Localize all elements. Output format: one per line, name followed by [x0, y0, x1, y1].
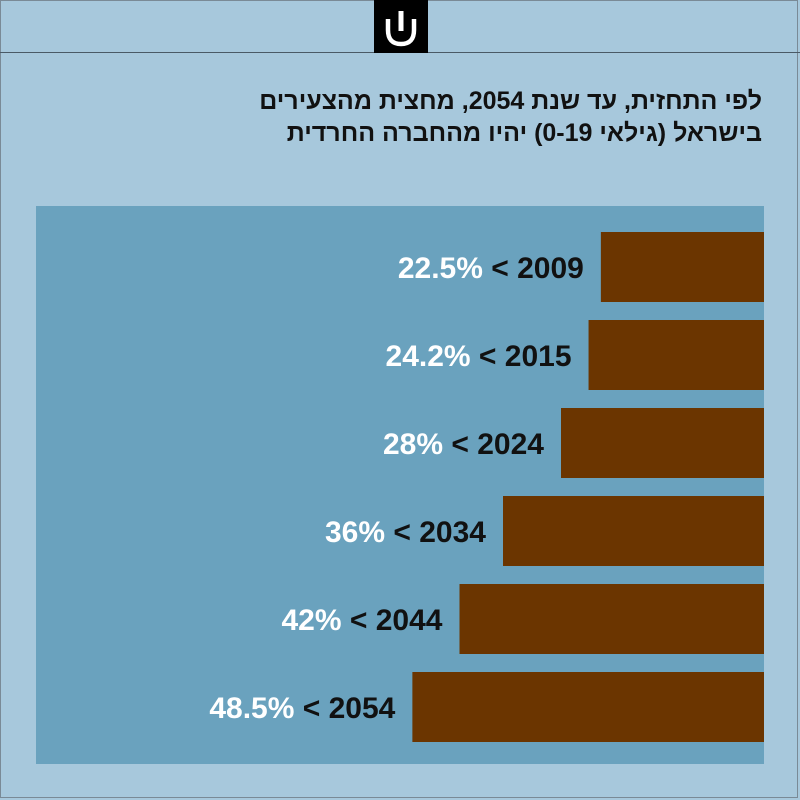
year-label-2024: 2024 — [477, 428, 544, 461]
chart-title-line-2: בישראל (גילאי 0-19) יהיו מהחברה החרדית — [286, 119, 762, 147]
year-label-2044: 2044 — [376, 604, 443, 637]
separator-2024: < — [443, 428, 477, 461]
bar-2009 — [600, 232, 764, 302]
logo-icon — [374, 0, 428, 53]
separator-2044: < — [342, 604, 376, 637]
bar-2054 — [412, 672, 764, 742]
bar-2034 — [503, 496, 764, 566]
bar-2024 — [561, 408, 764, 478]
value-label-2034: 36% — [325, 516, 385, 549]
separator-2015: < — [471, 340, 505, 373]
value-label-2009: 22.5% — [398, 252, 483, 285]
year-label-2009: 2009 — [517, 252, 584, 285]
chart-title-line-1: לפי התחזית, עד שנת 2054, מחצית מהצעירים — [259, 87, 762, 115]
separator-2009: < — [483, 252, 517, 285]
value-label-2054: 48.5% — [209, 692, 294, 725]
bar-label-2034: 36% < 2034 — [325, 516, 486, 549]
year-label-2015: 2015 — [505, 340, 572, 373]
bar-label-2024: 28% < 2024 — [383, 428, 544, 461]
bar-label-2044: 42% < 2044 — [282, 604, 443, 637]
bar-chart: 22.5% < 2009 24.2% < 2015 28% < 2024 36% < … — [209, 232, 764, 742]
bar-2044 — [459, 584, 764, 654]
value-label-2044: 42% — [282, 604, 342, 637]
bar-label-2009: 22.5% < 2009 — [398, 252, 584, 285]
bar-label-2015: 24.2% < 2015 — [386, 340, 572, 373]
chart-title: לפי התחזית, עד שנת 2054, מחצית מהצעירים … — [162, 85, 762, 149]
separator-2054: < — [294, 692, 328, 725]
bar-2015 — [588, 320, 764, 390]
value-label-2024: 28% — [383, 428, 443, 461]
year-label-2034: 2034 — [419, 516, 486, 549]
separator-2034: < — [385, 516, 419, 549]
value-label-2015: 24.2% — [386, 340, 471, 373]
bar-label-2054: 48.5% < 2054 — [209, 692, 395, 725]
year-label-2054: 2054 — [329, 692, 396, 725]
plot-area: 22.5% < 2009 24.2% < 2015 28% < 2024 36% < … — [36, 206, 764, 764]
